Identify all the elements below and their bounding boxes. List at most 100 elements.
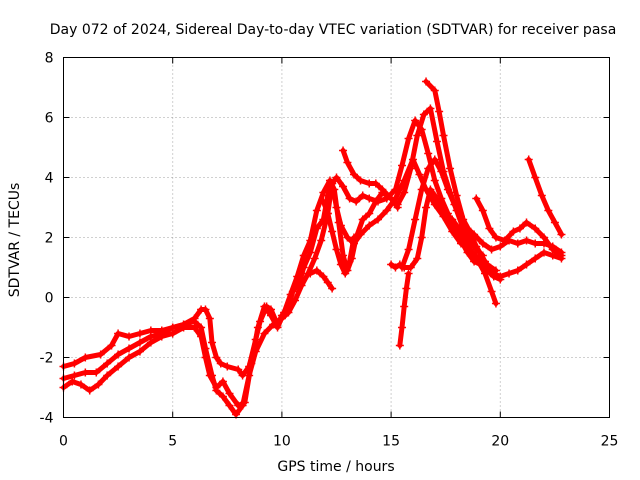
- data-point: [135, 329, 144, 338]
- data-point: [330, 185, 339, 194]
- data-point: [452, 191, 461, 200]
- data-point: [439, 131, 448, 140]
- data-point: [478, 206, 487, 215]
- data-point: [293, 272, 302, 281]
- data-point: [443, 185, 452, 194]
- data-point: [424, 164, 433, 173]
- data-point: [218, 377, 227, 386]
- data-point: [398, 161, 407, 170]
- data-point: [513, 239, 522, 248]
- data-point: [280, 308, 289, 317]
- series-track-6: [422, 77, 566, 281]
- data-point: [496, 242, 505, 251]
- data-point: [487, 287, 496, 296]
- data-point: [349, 233, 358, 242]
- data-point: [306, 236, 315, 245]
- data-point: [286, 290, 295, 299]
- data-point: [323, 278, 332, 287]
- grid: [63, 57, 610, 418]
- data-point: [489, 269, 498, 278]
- data-point: [103, 359, 112, 368]
- data-point: [319, 272, 328, 281]
- x-tick-label: 0: [59, 434, 68, 450]
- data-point: [135, 347, 144, 356]
- data-point: [332, 245, 341, 254]
- data-point: [212, 353, 221, 362]
- series-track-3: [59, 104, 487, 410]
- data-series: [59, 77, 566, 419]
- data-point: [114, 362, 123, 371]
- data-point: [341, 269, 350, 278]
- data-point: [114, 350, 123, 359]
- data-point: [539, 233, 548, 242]
- data-point: [345, 194, 354, 203]
- x-axis-label: GPS time / hours: [277, 459, 394, 475]
- data-point: [291, 296, 300, 305]
- data-point: [339, 146, 348, 155]
- data-point: [417, 233, 426, 242]
- data-point: [76, 380, 85, 389]
- data-point: [406, 164, 415, 173]
- data-point: [352, 197, 361, 206]
- data-point: [157, 332, 166, 341]
- data-point: [114, 329, 123, 338]
- data-point: [550, 218, 559, 227]
- y-axis-label: SDTVAR / TECUs: [7, 183, 23, 298]
- series-line: [61, 106, 486, 408]
- data-point: [356, 176, 365, 185]
- data-point: [411, 215, 420, 224]
- data-point: [417, 185, 426, 194]
- data-point: [107, 341, 116, 350]
- data-point: [537, 191, 546, 200]
- x-tick-label: 20: [491, 434, 509, 450]
- data-point: [365, 209, 374, 218]
- data-point: [312, 206, 321, 215]
- data-point: [325, 176, 334, 185]
- data-point: [539, 248, 548, 257]
- data-point: [125, 353, 134, 362]
- data-point: [411, 116, 420, 125]
- data-point: [441, 209, 450, 218]
- series-track-10: [387, 185, 500, 308]
- data-point: [205, 314, 214, 323]
- data-point: [491, 233, 500, 242]
- data-point: [85, 386, 94, 395]
- data-point: [387, 194, 396, 203]
- series-line: [473, 196, 564, 258]
- data-point: [387, 260, 396, 269]
- data-point: [400, 188, 409, 197]
- data-point: [240, 398, 249, 407]
- data-point: [422, 203, 431, 212]
- data-point: [234, 365, 243, 374]
- data-point: [103, 371, 112, 380]
- data-point: [225, 401, 234, 410]
- data-point: [365, 194, 374, 203]
- data-point: [225, 389, 234, 398]
- y-tick-label: 0: [45, 291, 54, 307]
- data-point: [197, 332, 206, 341]
- data-point: [94, 380, 103, 389]
- y-tick-label: 2: [45, 231, 54, 247]
- data-point: [557, 230, 566, 239]
- data-point: [358, 215, 367, 224]
- series-track-4: [339, 146, 402, 212]
- data-point: [459, 215, 468, 224]
- data-point: [135, 338, 144, 347]
- data-point: [430, 155, 439, 164]
- data-point: [334, 218, 343, 227]
- data-point: [406, 263, 415, 272]
- data-point: [404, 245, 413, 254]
- data-point: [216, 359, 225, 368]
- data-point: [472, 194, 481, 203]
- data-point: [70, 371, 79, 380]
- data-point: [391, 185, 400, 194]
- data-point: [212, 383, 221, 392]
- data-point: [446, 164, 455, 173]
- x-tick-label: 10: [273, 434, 291, 450]
- data-point: [430, 176, 439, 185]
- data-point: [419, 110, 428, 119]
- y-tick-label: 8: [45, 51, 54, 67]
- data-point: [491, 299, 500, 308]
- data-point: [398, 323, 407, 332]
